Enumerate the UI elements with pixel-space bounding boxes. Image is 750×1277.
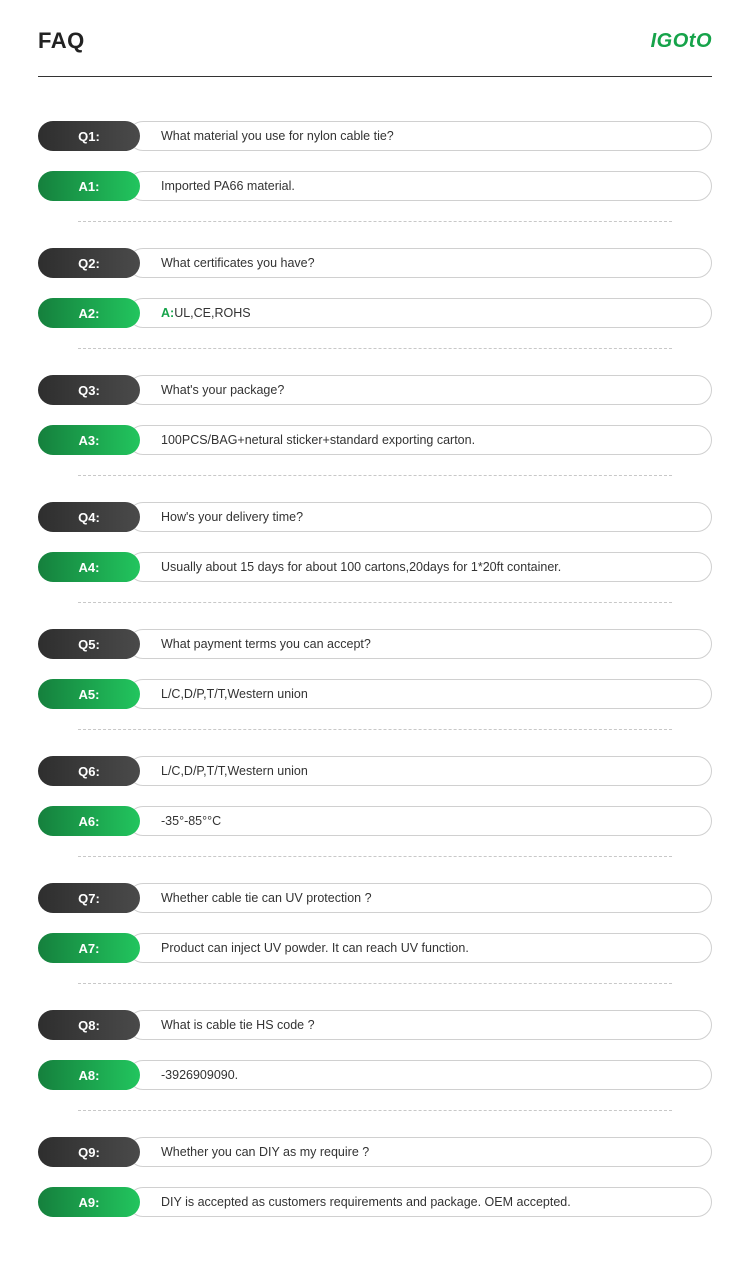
question-text: L/C,D/P,T/T,Western union (128, 756, 712, 786)
question-row: Q4:How's your delivery time? (38, 502, 712, 532)
question-text: What certificates you have? (128, 248, 712, 278)
answer-row: A4: Usually about 15 days for about 100 c… (38, 552, 712, 582)
question-label: Q8: (38, 1010, 140, 1040)
divider (78, 602, 672, 603)
answer-body: 100PCS/BAG+netural sticker+standard expo… (161, 433, 475, 447)
page-title: FAQ (38, 28, 85, 54)
answer-body: DIY is accepted as customers requirement… (161, 1195, 571, 1209)
answer-label: A9: (38, 1187, 140, 1217)
answer-label: A1: (38, 171, 140, 201)
question-row: Q3:What's your package? (38, 375, 712, 405)
faq-item: Q3:What's your package? A3: 100PCS/BAG+net… (38, 375, 712, 455)
answer-text: Product can inject UV powder. It can rea… (128, 933, 712, 963)
question-label: Q2: (38, 248, 140, 278)
question-label: Q7: (38, 883, 140, 913)
faq-item: Q4:How's your delivery time? A4: Usually a… (38, 502, 712, 582)
answer-label: A4: (38, 552, 140, 582)
answer-label: A8: (38, 1060, 140, 1090)
answer-body: Usually about 15 days for about 100 cart… (161, 560, 561, 574)
answer-row: A7: Product can inject UV powder. It can … (38, 933, 712, 963)
question-label: Q4: (38, 502, 140, 532)
question-text: What is cable tie HS code ? (128, 1010, 712, 1040)
answer-label: A7: (38, 933, 140, 963)
header: FAQ IGOtO (38, 28, 712, 77)
faq-item: Q1:What material you use for nylon cable… (38, 121, 712, 201)
question-row: Q1:What material you use for nylon cable… (38, 121, 712, 151)
answer-text: L/C,D/P,T/T,Western union (128, 679, 712, 709)
faq-item: Q5:What payment terms you can accept? A5:… (38, 629, 712, 709)
question-text: What material you use for nylon cable ti… (128, 121, 712, 151)
question-text: Whether cable tie can UV protection ? (128, 883, 712, 913)
question-label: Q1: (38, 121, 140, 151)
answer-label: A2: (38, 298, 140, 328)
answer-label: A5: (38, 679, 140, 709)
faq-item: Q8:What is cable tie HS code ? A8: -392690… (38, 1010, 712, 1090)
answer-label: A3: (38, 425, 140, 455)
answer-row: A2:A:UL,CE,ROHS (38, 298, 712, 328)
question-label: Q6: (38, 756, 140, 786)
question-label: Q9: (38, 1137, 140, 1167)
answer-body: L/C,D/P,T/T,Western union (161, 687, 308, 701)
answer-text: -35°-85°°C (128, 806, 712, 836)
question-label: Q5: (38, 629, 140, 659)
answer-body: UL,CE,ROHS (174, 306, 250, 320)
divider (78, 729, 672, 730)
answer-row: A6: -35°-85°°C (38, 806, 712, 836)
question-row: Q7:Whether cable tie can UV protection ? (38, 883, 712, 913)
divider (78, 983, 672, 984)
answer-row: A8: -3926909090. (38, 1060, 712, 1090)
question-label: Q3: (38, 375, 140, 405)
answer-text: A:UL,CE,ROHS (128, 298, 712, 328)
question-row: Q6:L/C,D/P,T/T,Western union (38, 756, 712, 786)
faq-item: Q2:What certificates you have?A2:A:UL,CE… (38, 248, 712, 328)
answer-text: Usually about 15 days for about 100 cart… (128, 552, 712, 582)
divider (78, 475, 672, 476)
divider (78, 348, 672, 349)
question-row: Q9:Whether you can DIY as my require ? (38, 1137, 712, 1167)
divider (78, 856, 672, 857)
answer-label: A6: (38, 806, 140, 836)
answer-body: -3926909090. (161, 1068, 238, 1082)
question-row: Q8:What is cable tie HS code ? (38, 1010, 712, 1040)
question-text: What payment terms you can accept? (128, 629, 712, 659)
answer-prefix: A: (161, 306, 174, 320)
question-row: Q5:What payment terms you can accept? (38, 629, 712, 659)
answer-text: DIY is accepted as customers requirement… (128, 1187, 712, 1217)
faq-item: Q6:L/C,D/P,T/T,Western union A6: -35°-85°°… (38, 756, 712, 836)
answer-row: A9: DIY is accepted as customers requirem… (38, 1187, 712, 1217)
divider (78, 1110, 672, 1111)
answer-row: A5: L/C,D/P,T/T,Western union (38, 679, 712, 709)
answer-row: A3: 100PCS/BAG+netural sticker+standard e… (38, 425, 712, 455)
answer-body: Imported PA66 material. (161, 179, 295, 193)
answer-text: Imported PA66 material. (128, 171, 712, 201)
question-row: Q2:What certificates you have? (38, 248, 712, 278)
question-text: Whether you can DIY as my require ? (128, 1137, 712, 1167)
question-text: How's your delivery time? (128, 502, 712, 532)
answer-body: -35°-85°°C (161, 814, 221, 828)
question-text: What's your package? (128, 375, 712, 405)
brand-logo: IGOtO (651, 30, 712, 53)
faq-list: Q1:What material you use for nylon cable… (38, 121, 712, 1217)
faq-item: Q7:Whether cable tie can UV protection ?… (38, 883, 712, 963)
answer-body: Product can inject UV powder. It can rea… (161, 941, 469, 955)
answer-text: 100PCS/BAG+netural sticker+standard expo… (128, 425, 712, 455)
answer-row: A1: Imported PA66 material. (38, 171, 712, 201)
faq-item: Q9:Whether you can DIY as my require ? A9… (38, 1137, 712, 1217)
answer-text: -3926909090. (128, 1060, 712, 1090)
divider (78, 221, 672, 222)
